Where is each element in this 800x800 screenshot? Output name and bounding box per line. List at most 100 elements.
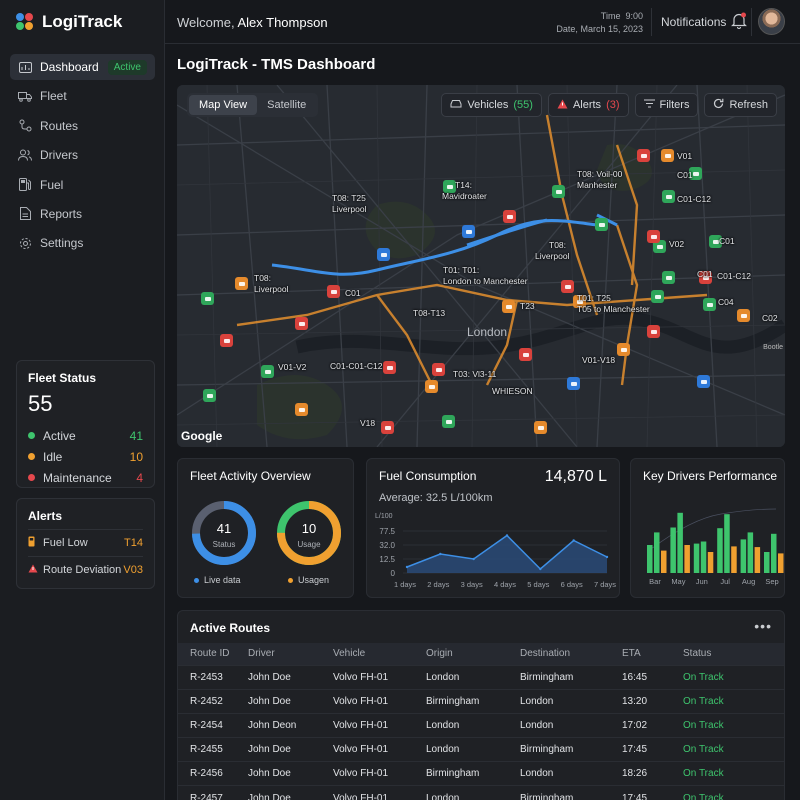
vehicle-marker-icon[interactable] [383,361,396,374]
data-point [572,539,575,542]
vehicle-marker-icon[interactable] [561,280,574,293]
vehicle-marker-icon[interactable] [552,185,565,198]
table-row[interactable]: R-2455 John Doe Volvo FH-01 London Birmingha… [178,737,784,762]
fleet-map[interactable]: Map View Satellite Vehicles (55) Alerts … [177,85,785,447]
sidebar-item-fleet[interactable]: Fleet [10,83,155,109]
status-cell: On Track [683,712,784,738]
vehicle-marker-icon[interactable] [689,167,702,180]
table-cell: Volvo FH-01 [333,761,426,786]
vehicle-marker-icon[interactable] [573,295,586,308]
vehicle-marker-icon[interactable] [662,271,675,284]
bell-icon[interactable] [731,12,747,30]
table-row[interactable]: R-2454 John Deon Volvo FH-01 London London 17… [178,712,784,738]
more-options-icon[interactable]: ••• [754,618,772,634]
vehicles-filter-button[interactable]: Vehicles (55) [441,93,542,117]
column-header[interactable]: Destination [520,643,622,665]
sidebar-item-routes[interactable]: Routes [10,113,155,139]
sidebar-item-label: Fuel [40,177,64,192]
alert-label: Fuel Low [43,537,88,549]
vehicle-marker-icon[interactable] [261,365,274,378]
vehicle-marker-icon[interactable] [703,298,716,311]
map-label: T08: Voil-00 [577,169,623,179]
vehicle-marker-icon[interactable] [462,225,475,238]
table-row[interactable]: R-2457 John Doe Volvo FH-01 London Birmingha… [178,785,784,800]
sidebar-item-dashboard[interactable]: Dashboard Active [10,54,155,80]
y-axis-label: L/100 [375,513,393,520]
map-label: T01: T01: [443,265,480,275]
legend-label: Live data [204,575,241,585]
vehicle-marker-icon[interactable] [295,317,308,330]
time-value: 9:00 [625,11,643,21]
vehicle-marker-icon[interactable] [651,290,664,303]
refresh-button[interactable]: Refresh [704,93,777,117]
table-cell: Birmingham [520,737,622,762]
column-header[interactable]: Route ID [178,643,248,665]
column-header[interactable]: Driver [248,643,333,665]
vehicle-marker-icon[interactable] [534,421,547,434]
idle-dot-icon [28,453,35,460]
vehicle-marker-icon[interactable] [235,277,248,290]
datetime: Time 9:00 Date, March 15, 2023 [550,10,643,36]
alert-item-fuel-low[interactable]: Fuel Low T14 [28,529,143,556]
logo[interactable]: LogiTrack [16,12,122,32]
table-row[interactable]: R-2453 John Doe Volvo FH-01 London Birmingha… [178,664,784,690]
vehicle-marker-icon[interactable] [425,380,438,393]
vehicle-marker-icon[interactable] [519,348,532,361]
bar [661,550,667,573]
vehicle-marker-icon[interactable] [617,343,630,356]
data-point [539,567,542,571]
drivers-title: Key Drivers Performance [643,469,778,483]
vehicle-marker-icon[interactable] [442,415,455,428]
filters-button[interactable]: Filters [634,93,699,117]
tab-map-view[interactable]: Map View [189,95,258,115]
vehicle-marker-icon[interactable] [637,149,650,162]
vehicle-marker-icon[interactable] [697,375,710,388]
vehicle-marker-icon[interactable] [662,190,675,203]
column-header[interactable]: Vehicle [333,643,426,665]
sidebar-item-settings[interactable]: Settings [10,230,155,256]
vehicle-marker-icon[interactable] [567,377,580,390]
vehicle-marker-icon[interactable] [653,240,666,253]
vehicle-marker-icon[interactable] [203,389,216,402]
sidebar-item-reports[interactable]: Reports [10,201,155,227]
tab-satellite[interactable]: Satellite [267,99,307,111]
vehicle-marker-icon[interactable] [503,210,516,223]
vehicle-marker-icon[interactable] [647,325,660,338]
vehicle-marker-icon[interactable] [432,363,445,376]
sidebar-item-drivers[interactable]: Drivers [10,142,155,168]
alerts-filter-button[interactable]: Alerts (3) [547,93,629,117]
vehicle-marker-icon[interactable] [502,300,515,313]
map-label: C01-C01-C12 [330,361,383,371]
table-cell: Birmingham [426,761,520,786]
vehicle-marker-icon[interactable] [661,149,674,162]
vehicle-marker-icon[interactable] [595,218,608,231]
vehicle-marker-icon[interactable] [647,230,660,243]
table-cell: Birmingham [426,688,520,714]
column-header[interactable]: ETA [622,643,683,665]
vehicle-marker-icon[interactable] [699,271,712,284]
vehicle-marker-icon[interactable] [709,235,722,248]
avatar[interactable] [758,8,785,35]
table-row[interactable]: R-2456 John Doe Volvo FH-01 Birmingham Londo… [178,761,784,786]
status-label: Active [43,428,76,443]
notifications-link[interactable]: Notifications [661,15,727,29]
alert-item-route-deviation[interactable]: Route Deviation V03 [28,556,143,583]
x-tick-label: Jul [720,577,730,586]
sidebar-item-fuel[interactable]: Fuel [10,172,155,198]
vehicle-marker-icon[interactable] [220,334,233,347]
column-header[interactable]: Status [683,643,784,665]
vehicle-marker-icon[interactable] [327,285,340,298]
vehicle-marker-icon[interactable] [381,421,394,434]
vehicle-marker-icon[interactable] [737,309,750,322]
table-row[interactable]: R-2452 John Doe Volvo FH-01 Birmingham Londo… [178,688,784,714]
table-cell: Birmingham [520,664,622,690]
active-routes-card: Active Routes ••• Route ID Driver Vehicle O… [177,610,785,800]
map-label: C02 [762,313,778,323]
vehicle-marker-icon[interactable] [295,403,308,416]
vehicle-marker-icon[interactable] [201,292,214,305]
vehicle-marker-icon[interactable] [443,180,456,193]
vehicle-marker-icon[interactable] [377,248,390,261]
alert-code: T14 [124,537,143,549]
map-label: T03: Vl3-11 [453,369,497,379]
column-header[interactable]: Origin [426,643,520,665]
